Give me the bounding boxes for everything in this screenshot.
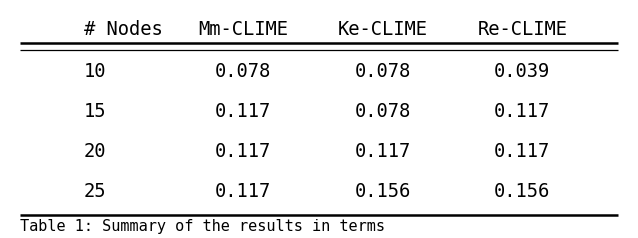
Text: 15: 15 <box>84 102 107 121</box>
Text: # Nodes: # Nodes <box>84 20 163 39</box>
Text: 0.078: 0.078 <box>354 102 411 121</box>
Text: 0.117: 0.117 <box>494 102 551 121</box>
Text: 0.078: 0.078 <box>354 62 411 81</box>
Text: 20: 20 <box>84 142 107 161</box>
Text: Table 1: Summary of the results in terms: Table 1: Summary of the results in terms <box>20 219 385 234</box>
Text: Mm-CLIME: Mm-CLIME <box>198 20 288 39</box>
Text: 0.039: 0.039 <box>494 62 551 81</box>
Text: Re-CLIME: Re-CLIME <box>477 20 567 39</box>
Text: 0.156: 0.156 <box>354 182 411 201</box>
Text: 10: 10 <box>84 62 107 81</box>
Text: 0.117: 0.117 <box>354 142 411 161</box>
Text: 0.156: 0.156 <box>494 182 551 201</box>
Text: 25: 25 <box>84 182 107 201</box>
Text: 0.078: 0.078 <box>214 62 271 81</box>
Text: 0.117: 0.117 <box>214 182 271 201</box>
Text: 0.117: 0.117 <box>214 102 271 121</box>
Text: 0.117: 0.117 <box>494 142 551 161</box>
Text: 0.117: 0.117 <box>214 142 271 161</box>
Text: Ke-CLIME: Ke-CLIME <box>338 20 427 39</box>
